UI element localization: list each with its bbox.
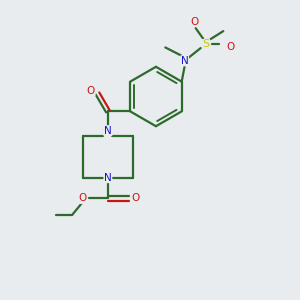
Text: O: O (226, 43, 235, 52)
Text: O: O (190, 16, 198, 27)
Text: O: O (87, 85, 95, 96)
Text: O: O (79, 194, 87, 203)
Text: N: N (104, 172, 112, 183)
Text: N: N (104, 126, 112, 136)
Text: S: S (202, 40, 210, 50)
Text: O: O (131, 194, 140, 203)
Text: N: N (181, 56, 188, 66)
